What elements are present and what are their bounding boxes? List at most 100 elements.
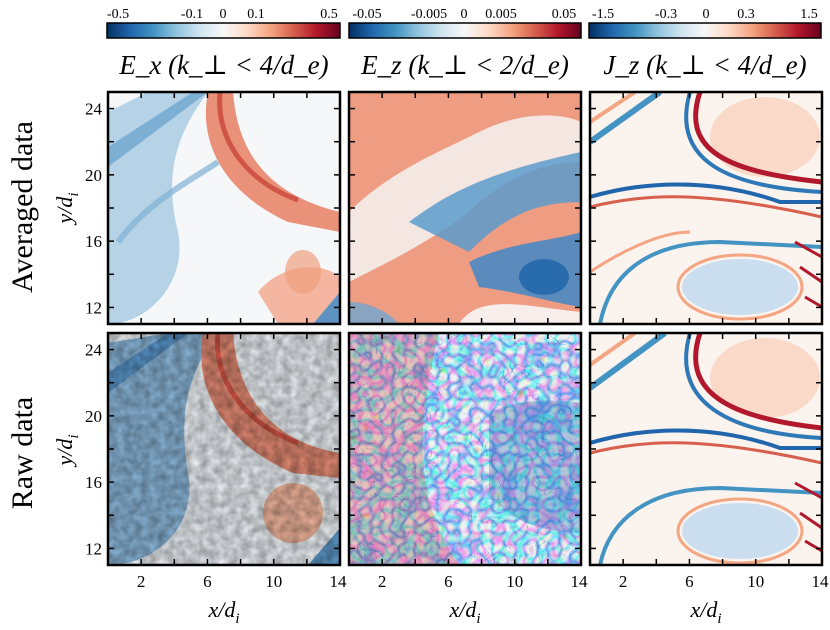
xtick-label: 14 <box>330 572 348 591</box>
ex-avg-blue-corner <box>313 292 340 324</box>
cb-jz-tick-4: 0.3 <box>737 7 755 22</box>
ex-avg-blue-left <box>108 92 208 324</box>
xlabel-ez: x/di <box>448 597 480 627</box>
ez-avg-blue-band <box>409 152 581 252</box>
row-label-raw: Raw data <box>6 397 39 509</box>
xtick-label: 10 <box>506 572 523 591</box>
ytick-label: 24 <box>85 341 103 360</box>
xlabel-ex-sub: i <box>235 611 239 627</box>
jz-raw-mid-red <box>590 441 822 465</box>
cb-ez-tick-2: -0.005 <box>411 7 447 22</box>
xtick-label: 6 <box>685 572 694 591</box>
ex-avg-red-arc-inner <box>217 92 299 203</box>
ylabel-bottom-main: y/d <box>52 438 77 468</box>
xlabel-ex: x/di <box>207 597 239 627</box>
ez-avg-blue-corner <box>349 302 399 324</box>
ez-raw-blue-tint <box>489 400 581 533</box>
colorbar-ez: -0.05 -0.005 0 0.005 0.05 <box>348 7 582 39</box>
colorbar-ex-ticks: -0.5 -0.1 0 0.1 0.5 <box>107 7 338 22</box>
ex-raw-noise <box>108 333 340 565</box>
xtick-label: 10 <box>747 572 764 591</box>
jz-raw-lower-blue <box>598 485 822 565</box>
ytick-label: 20 <box>85 407 102 426</box>
ytick-label: 16 <box>85 232 102 251</box>
jz-avg-ellipse-ring <box>676 253 804 321</box>
jz-raw-arc-blue <box>684 333 822 440</box>
jz-raw-ellipse <box>682 503 798 559</box>
colorbar-ez-bar <box>348 22 582 39</box>
xlabel-ex-main: x/d <box>207 597 236 622</box>
panel-ez-averaged <box>347 90 583 326</box>
panel-ex-averaged <box>106 90 342 326</box>
panel-ez-raw <box>347 331 583 567</box>
xtick-label: 14 <box>812 572 830 591</box>
cb-ez-tick-5: 0.05 <box>552 7 577 22</box>
ex-avg-blue-streak <box>115 159 220 244</box>
ytick-label: 20 <box>85 166 102 185</box>
ytick-label: 24 <box>85 100 103 119</box>
colorbar-jz: -1.5 -0.3 0 0.3 1.5 <box>588 7 822 39</box>
jz-avg-mid-blue <box>590 182 822 204</box>
colorbar-ez-ticks: -0.05 -0.005 0 0.005 0.05 <box>352 7 576 22</box>
jz-raw-arc-red <box>693 333 822 431</box>
jz-avg-lower-red <box>590 230 691 274</box>
xtick-label: 2 <box>619 572 628 591</box>
panel-jz-averaged <box>588 90 824 326</box>
jz-avg-mid-red <box>590 195 822 219</box>
xtick-label: 2 <box>378 572 387 591</box>
colorbar-ex-bar <box>106 22 341 39</box>
jz-raw-ellipse-ring <box>676 497 804 565</box>
panel-jz-raw <box>588 331 824 567</box>
ylabel-top: y/di <box>52 192 82 225</box>
cb-jz-tick-3: 0 <box>703 7 710 22</box>
ex-avg-blue-band <box>108 92 208 167</box>
colorbar-jz-ticks: -1.5 -0.3 0 0.3 1.5 <box>592 7 818 22</box>
xtick-label: 10 <box>265 572 282 591</box>
row-label-averaged: Averaged data <box>6 121 39 293</box>
xlabel-jz: x/di <box>689 597 721 627</box>
xlabel-ez-main: x/d <box>448 597 477 622</box>
colorbar-ex: -0.5 -0.1 0 0.1 0.5 <box>106 7 341 39</box>
jz-avg-diag-red <box>590 92 637 124</box>
cb-ez-tick-1: -0.05 <box>352 7 381 22</box>
cb-ex-tick-2: -0.1 <box>181 7 203 22</box>
xlabel-ez-sub: i <box>476 611 480 627</box>
xtick-label: 14 <box>571 572 589 591</box>
ytick-label: 12 <box>85 298 102 317</box>
cb-ex-tick-4: 0.1 <box>247 7 265 22</box>
ez-avg-blue-deep <box>519 259 569 295</box>
xtick-label: 2 <box>137 572 146 591</box>
xlabel-jz-sub: i <box>717 611 721 627</box>
ylabel-bottom: y/di <box>52 434 82 467</box>
jz-raw-top-pink <box>710 338 820 418</box>
ylabel-bottom-sub: i <box>66 434 82 438</box>
xlabel-jz-main: x/d <box>689 597 718 622</box>
cb-ex-tick-5: 0.5 <box>320 7 338 22</box>
jz-avg-top-pink <box>710 97 820 177</box>
cb-ez-tick-4: 0.005 <box>485 7 517 22</box>
jz-avg-right-streaks <box>794 240 822 309</box>
ytick-label: 16 <box>85 473 102 492</box>
jz-avg-arc-red <box>693 92 822 185</box>
jz-avg-arc-blue <box>684 92 822 194</box>
ylabel-top-main: y/d <box>52 196 77 226</box>
panel-ex-raw <box>106 331 342 567</box>
cb-ez-tick-3: 0 <box>461 7 468 22</box>
ez-avg-white-lower <box>459 304 581 324</box>
jz-avg-ellipse <box>682 259 798 315</box>
cb-jz-tick-1: -1.5 <box>592 7 614 22</box>
ylabel-top-sub: i <box>66 192 82 196</box>
colorbar-jz-bar <box>588 22 822 39</box>
ez-raw-blobs <box>349 333 581 565</box>
ex-avg-red-lower <box>258 267 340 324</box>
xtick-label: 6 <box>203 572 212 591</box>
jz-raw-diag-red <box>590 333 637 367</box>
cb-ex-tick-1: -0.5 <box>107 7 129 22</box>
ez-raw-red-tint <box>349 333 459 565</box>
jz-avg-diag-blue <box>590 92 662 145</box>
title-ex: E_x (k_⊥ < 4/d_e) <box>118 50 328 80</box>
title-jz: J_z (k_⊥ < 4/d_e) <box>603 50 806 80</box>
cb-jz-tick-2: -0.3 <box>655 7 677 22</box>
xtick-label: 6 <box>444 572 453 591</box>
